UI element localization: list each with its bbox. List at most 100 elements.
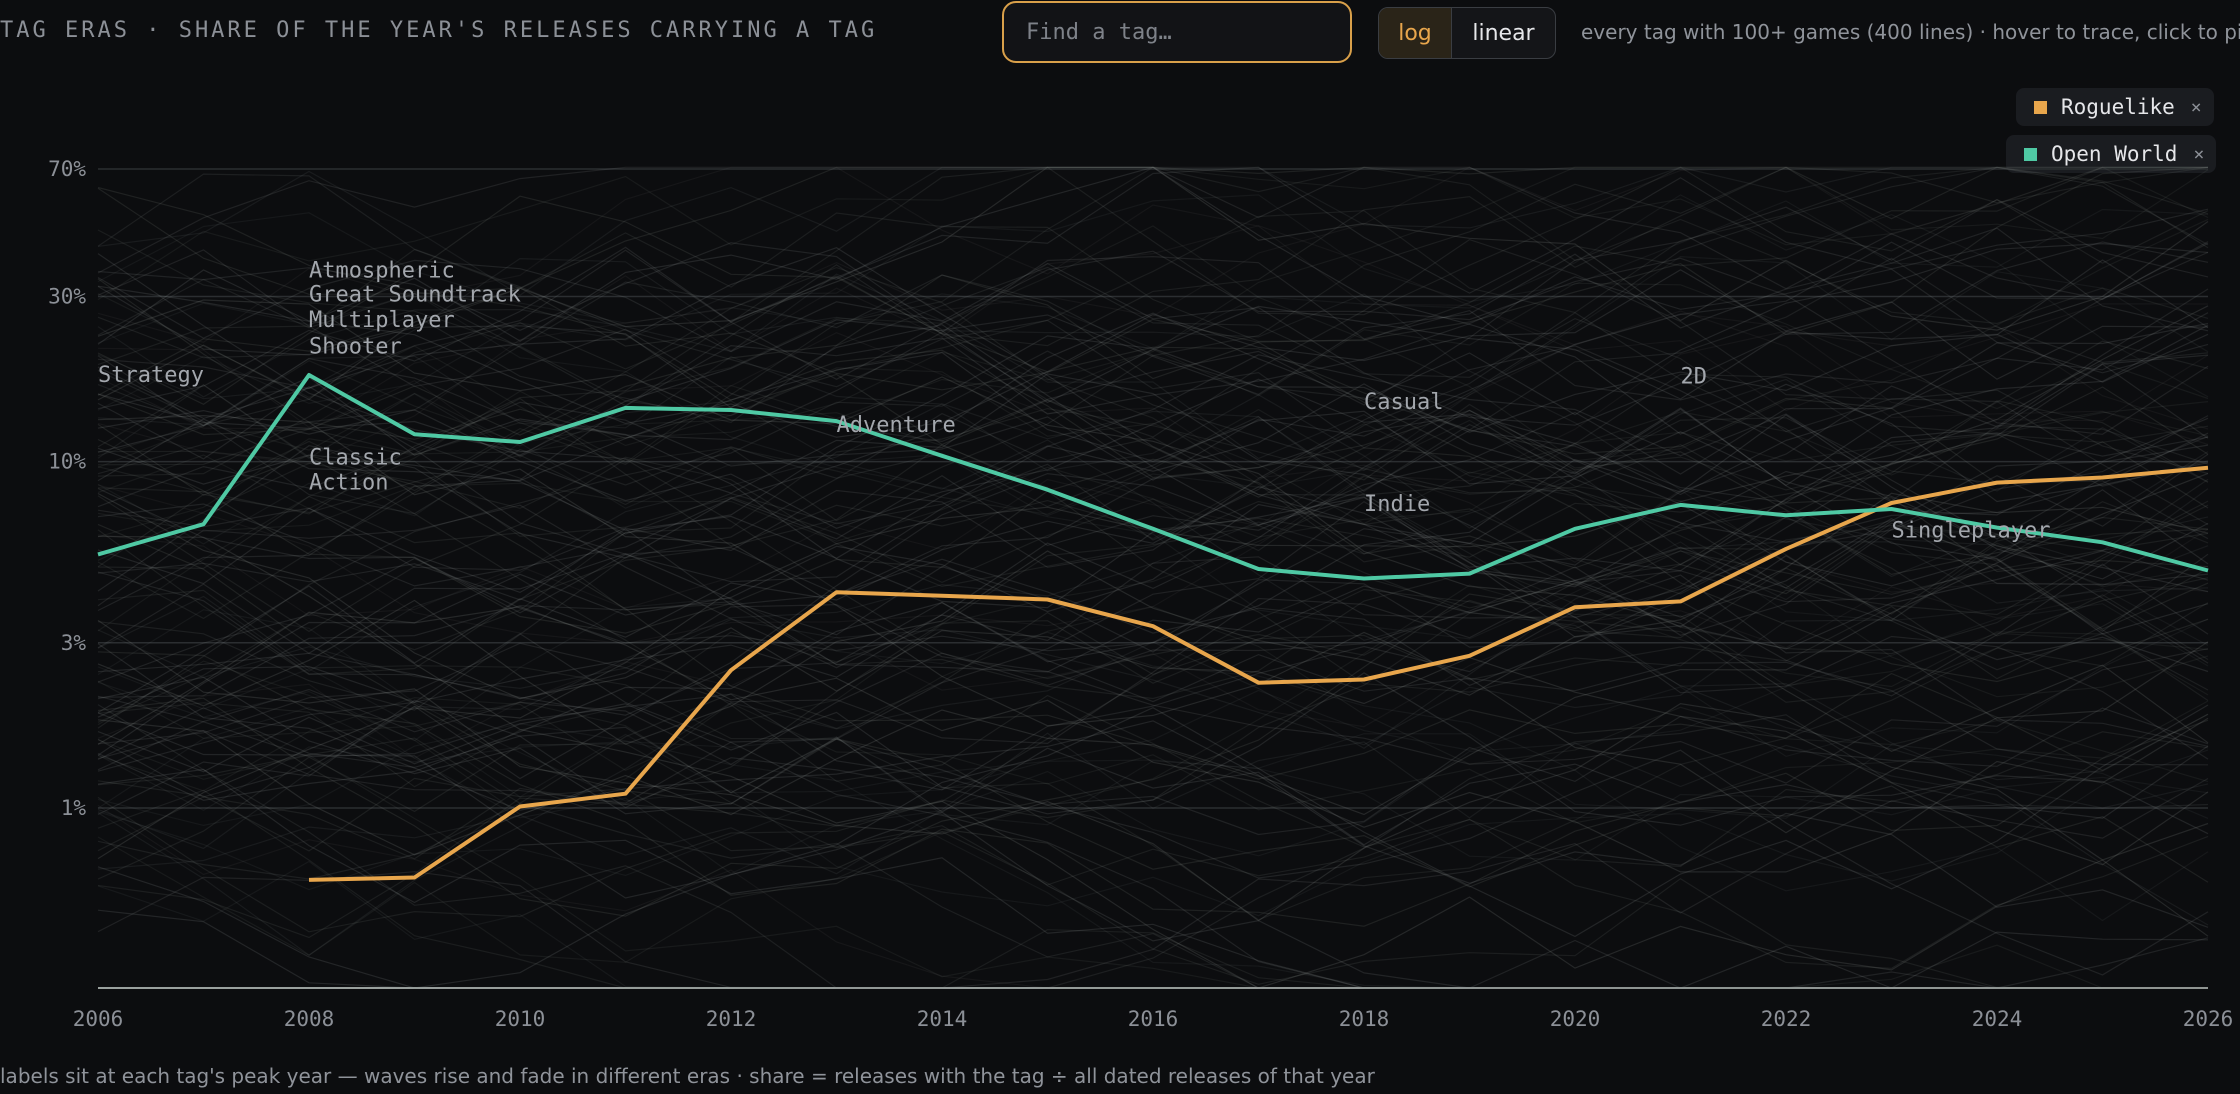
context-line bbox=[97, 225, 2209, 429]
context-line bbox=[97, 166, 2209, 632]
context-line bbox=[97, 423, 2209, 780]
context-line bbox=[97, 278, 2209, 683]
context-line bbox=[97, 360, 2209, 540]
context-line bbox=[97, 249, 2209, 435]
context-line bbox=[97, 354, 2209, 614]
context-line bbox=[97, 369, 2209, 540]
context-line bbox=[97, 198, 2209, 443]
context-line bbox=[97, 166, 2209, 515]
scale-linear-button[interactable]: linear bbox=[1472, 20, 1535, 46]
y-tick-label: 70% bbox=[48, 157, 86, 181]
context-line bbox=[97, 350, 2209, 729]
context-line bbox=[97, 574, 2209, 816]
context-line bbox=[97, 292, 2209, 646]
context-line bbox=[97, 401, 2209, 542]
context-line bbox=[97, 166, 2208, 396]
context-line bbox=[97, 325, 2209, 645]
context-line bbox=[97, 609, 2209, 917]
context-line bbox=[97, 288, 2209, 683]
context-line bbox=[97, 523, 2209, 888]
peak-label: Strategy bbox=[98, 363, 204, 388]
context-line bbox=[97, 187, 2209, 566]
series-line-open-world[interactable] bbox=[97, 373, 2209, 581]
context-line bbox=[97, 166, 2209, 401]
context-line bbox=[97, 804, 2208, 989]
scale-log-button[interactable]: log bbox=[1379, 8, 1452, 58]
context-line bbox=[97, 383, 2209, 635]
x-tick-label: 2014 bbox=[917, 1007, 968, 1031]
context-line bbox=[97, 528, 2209, 759]
context-line bbox=[97, 332, 2209, 593]
context-line bbox=[97, 704, 2209, 989]
context-line bbox=[97, 242, 2209, 592]
context-line bbox=[97, 571, 2209, 766]
peak-label: Casual bbox=[1364, 390, 1443, 415]
tag-search-input[interactable] bbox=[1024, 18, 1328, 46]
close-icon[interactable]: × bbox=[2193, 143, 2205, 165]
context-line bbox=[97, 227, 2209, 396]
context-line bbox=[97, 355, 2209, 604]
context-line bbox=[97, 166, 2209, 477]
context-line bbox=[97, 166, 2209, 449]
x-tick-label: 2020 bbox=[1550, 1007, 1601, 1031]
context-line bbox=[97, 266, 2209, 620]
context-line bbox=[97, 268, 2209, 612]
context-line bbox=[97, 218, 2209, 462]
context-line bbox=[97, 363, 2209, 687]
context-line bbox=[97, 166, 2208, 297]
context-line bbox=[97, 563, 2209, 698]
tag-share-chart[interactable]: 1% 3% 10% 30% 70% 2006 2008 2010 2012 2014 2016 20… bbox=[0, 0, 2240, 1040]
context-line bbox=[97, 345, 2209, 664]
context-line bbox=[97, 535, 2209, 989]
scale-toggle[interactable]: log linear bbox=[1378, 7, 1556, 59]
pinned-chip-open-world[interactable]: Open World × bbox=[2006, 135, 2217, 173]
peak-label: Classic bbox=[309, 446, 402, 471]
context-line bbox=[97, 313, 2209, 617]
x-tick-label: 2008 bbox=[284, 1007, 335, 1031]
context-line bbox=[97, 166, 2209, 410]
peak-label: Great Soundtrack bbox=[309, 283, 521, 308]
context-line bbox=[97, 247, 2209, 593]
context-line bbox=[97, 739, 2208, 989]
context-line bbox=[97, 429, 2209, 798]
context-line bbox=[97, 651, 2209, 927]
context-line bbox=[97, 403, 2209, 723]
close-icon[interactable]: × bbox=[2190, 96, 2202, 118]
context-line bbox=[97, 378, 2209, 850]
context-line bbox=[97, 583, 2209, 784]
y-tick-label: 30% bbox=[48, 284, 86, 308]
context-line bbox=[97, 322, 2209, 529]
context-line bbox=[97, 255, 2209, 545]
context-line bbox=[97, 777, 2209, 989]
x-tick-label: 2026 bbox=[2183, 1007, 2234, 1031]
context-line bbox=[97, 194, 2209, 411]
context-line bbox=[97, 417, 2209, 673]
series-line-roguelike[interactable] bbox=[308, 465, 2209, 882]
context-line bbox=[97, 285, 2209, 650]
context-line bbox=[97, 672, 2209, 835]
context-line bbox=[97, 606, 2209, 794]
search-box[interactable] bbox=[1002, 1, 1352, 63]
context-line bbox=[97, 456, 2209, 595]
x-tick-label: 2024 bbox=[1972, 1007, 2023, 1031]
context-line bbox=[97, 693, 2209, 836]
context-line bbox=[97, 768, 2209, 989]
context-line bbox=[97, 722, 2208, 989]
context-line bbox=[97, 354, 2209, 714]
hint-text: every tag with 100+ games (400 lines) · … bbox=[1581, 20, 2240, 44]
pinned-chip-roguelike[interactable]: Roguelike × bbox=[2016, 88, 2214, 126]
context-line bbox=[97, 584, 2209, 963]
context-line bbox=[97, 299, 2209, 752]
context-line bbox=[97, 241, 2209, 481]
context-line bbox=[97, 384, 2209, 868]
context-line bbox=[97, 438, 2209, 634]
context-line bbox=[97, 860, 2208, 989]
context-line bbox=[97, 712, 2208, 989]
context-line bbox=[97, 194, 2209, 398]
context-line bbox=[97, 305, 2209, 456]
context-line bbox=[97, 504, 2209, 860]
context-line bbox=[97, 414, 2209, 801]
peak-label: Indie bbox=[1364, 492, 1430, 517]
context-line bbox=[97, 282, 2209, 464]
x-tick-label: 2018 bbox=[1339, 1007, 1390, 1031]
